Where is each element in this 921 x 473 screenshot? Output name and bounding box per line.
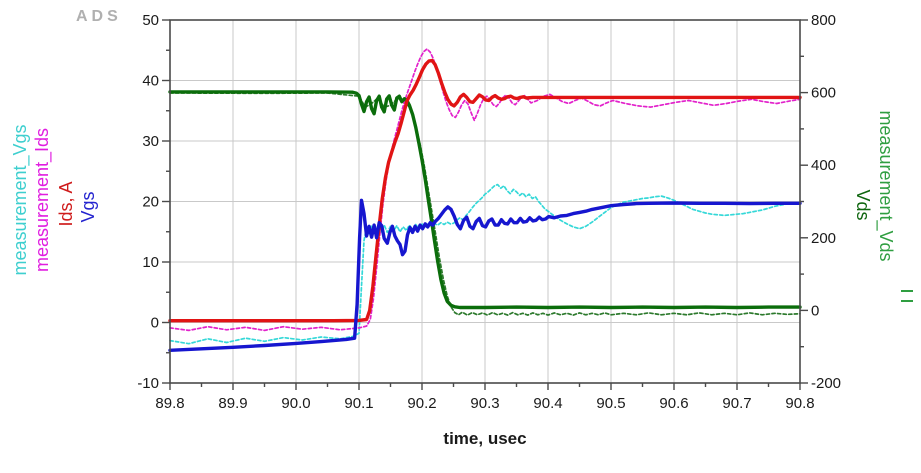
x-tick-label: 90.3 xyxy=(470,395,499,412)
x-tick-label: 90.0 xyxy=(281,395,310,412)
x-tick-label: 89.9 xyxy=(218,395,247,412)
dashed-style-marker-icon xyxy=(901,290,913,302)
left-tick-label: 20 xyxy=(142,194,159,211)
left-axis-label-1: measurement_Vgs xyxy=(10,124,31,275)
left-tick-label: 40 xyxy=(142,73,159,90)
left-axis-label-3: Ids, A xyxy=(56,181,76,226)
right-tick-label: 200 xyxy=(811,230,836,247)
right-tick-label: 400 xyxy=(811,157,836,174)
series-Ids xyxy=(168,58,802,323)
left-tick-label: 50 xyxy=(142,12,159,29)
series-Vds xyxy=(168,90,802,310)
x-tick-label: 89.8 xyxy=(155,395,184,412)
right-axis-label-2: Vds xyxy=(853,189,873,220)
x-tick-label: 90.4 xyxy=(533,395,562,412)
x-tick-label: 90.1 xyxy=(344,395,373,412)
x-tick-label: 90.2 xyxy=(407,395,436,412)
right-tick-label: 0 xyxy=(811,302,819,319)
x-tick-label: 90.5 xyxy=(596,395,625,412)
right-tick-label: 800 xyxy=(811,12,836,29)
left-tick-label: -10 xyxy=(137,375,159,392)
x-axis-title: time, usec xyxy=(443,429,526,448)
x-tick-label: 90.8 xyxy=(785,395,814,412)
tick-labels: 89.8 89.9 90.0 90.1 90.2 90.3 90.4 90.5 90.6 90.7… xyxy=(137,12,841,412)
gridlines xyxy=(170,20,800,383)
right-tick-label: 600 xyxy=(811,85,836,102)
left-axis-label-2: measurement_Ids xyxy=(32,128,53,272)
right-axis-label-1: measurement_Vds xyxy=(875,110,896,261)
left-tick-label: 0 xyxy=(151,315,159,332)
left-tick-label: 30 xyxy=(142,133,159,150)
axis-ticks xyxy=(162,19,808,390)
ads-logo: ADS xyxy=(76,8,122,25)
x-tick-label: 90.6 xyxy=(659,395,688,412)
series-Vgs xyxy=(168,198,802,352)
left-tick-label: 10 xyxy=(142,254,159,271)
left-axis-label-4: Vgs xyxy=(78,191,98,222)
right-tick-label: -200 xyxy=(811,375,841,392)
x-tick-label: 90.7 xyxy=(722,395,751,412)
